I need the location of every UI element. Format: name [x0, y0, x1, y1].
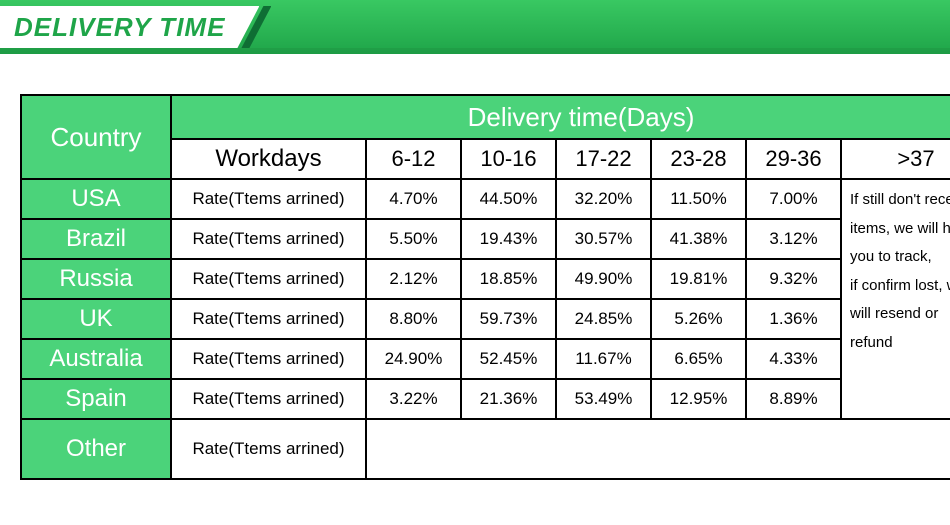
table-row: Brazil Rate(Ttems arrined) 5.50% 19.43% … [21, 219, 950, 259]
banner-title: DELIVERY TIME [14, 12, 225, 43]
workdays-header: Workdays [171, 139, 366, 179]
range-5: >37 [841, 139, 950, 179]
country-cell: USA [21, 179, 171, 219]
table-row: Australia Rate(Ttems arrined) 24.90% 52.… [21, 339, 950, 379]
country-cell: Other [21, 419, 171, 479]
val: 12.95% [651, 379, 746, 419]
rate-label: Rate(Ttems arrined) [171, 179, 366, 219]
val: 2.12% [366, 259, 461, 299]
val: 24.85% [556, 299, 651, 339]
country-cell: Russia [21, 259, 171, 299]
country-cell: Brazil [21, 219, 171, 259]
rate-label: Rate(Ttems arrined) [171, 219, 366, 259]
val: 5.50% [366, 219, 461, 259]
country-cell: UK [21, 299, 171, 339]
val: 24.90% [366, 339, 461, 379]
super-header: Delivery time(Days) [171, 95, 950, 139]
table-row: Other Rate(Ttems arrined) [21, 419, 950, 479]
table-row: UK Rate(Ttems arrined) 8.80% 59.73% 24.8… [21, 299, 950, 339]
val: 4.70% [366, 179, 461, 219]
country-cell: Spain [21, 379, 171, 419]
val: 52.45% [461, 339, 556, 379]
range-0: 6-12 [366, 139, 461, 179]
val: 3.22% [366, 379, 461, 419]
rate-label: Rate(Ttems arrined) [171, 419, 366, 479]
val: 32.20% [556, 179, 651, 219]
banner-inner: DELIVERY TIME [0, 6, 271, 48]
val: 3.12% [746, 219, 841, 259]
val: 30.57% [556, 219, 651, 259]
table-row: Spain Rate(Ttems arrined) 3.22% 21.36% 5… [21, 379, 950, 419]
val: 1.36% [746, 299, 841, 339]
empty-cell [366, 419, 950, 479]
val: 4.33% [746, 339, 841, 379]
val: 8.80% [366, 299, 461, 339]
range-4: 29-36 [746, 139, 841, 179]
table-wrap: Country Delivery time(Days) Workdays 6-1… [0, 54, 950, 480]
range-1: 10-16 [461, 139, 556, 179]
val: 21.36% [461, 379, 556, 419]
banner: DELIVERY TIME [0, 0, 950, 54]
range-3: 23-28 [651, 139, 746, 179]
val: 44.50% [461, 179, 556, 219]
val: 7.00% [746, 179, 841, 219]
val: 53.49% [556, 379, 651, 419]
banner-label: DELIVERY TIME [0, 6, 259, 48]
val: 19.43% [461, 219, 556, 259]
val: 9.32% [746, 259, 841, 299]
country-cell: Australia [21, 339, 171, 379]
table-row: USA Rate(Ttems arrined) 4.70% 44.50% 32.… [21, 179, 950, 219]
note-cell: If still don't receive items, we will he… [841, 179, 950, 419]
val: 41.38% [651, 219, 746, 259]
table-row: Russia Rate(Ttems arrined) 2.12% 18.85% … [21, 259, 950, 299]
val: 19.81% [651, 259, 746, 299]
rate-label: Rate(Ttems arrined) [171, 379, 366, 419]
rate-label: Rate(Ttems arrined) [171, 259, 366, 299]
country-header: Country [21, 95, 171, 179]
rate-label: Rate(Ttems arrined) [171, 339, 366, 379]
rate-label: Rate(Ttems arrined) [171, 299, 366, 339]
delivery-table: Country Delivery time(Days) Workdays 6-1… [20, 94, 950, 480]
val: 49.90% [556, 259, 651, 299]
val: 8.89% [746, 379, 841, 419]
range-2: 17-22 [556, 139, 651, 179]
val: 18.85% [461, 259, 556, 299]
val: 11.50% [651, 179, 746, 219]
val: 6.65% [651, 339, 746, 379]
header-row-1: Country Delivery time(Days) [21, 95, 950, 139]
val: 5.26% [651, 299, 746, 339]
val: 11.67% [556, 339, 651, 379]
val: 59.73% [461, 299, 556, 339]
